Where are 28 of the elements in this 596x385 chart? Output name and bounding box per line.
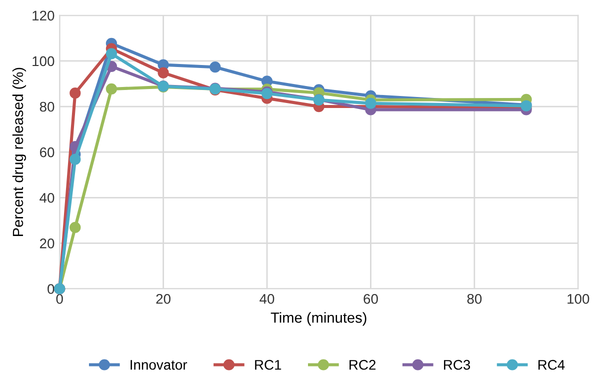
x-tick-label: 80: [467, 294, 482, 304]
y-tick-label: 120: [32, 10, 54, 21]
point: [106, 83, 118, 95]
y-tick-label: 60: [40, 147, 54, 158]
y-tick-label: 100: [32, 56, 54, 66]
legend-label: RC1: [255, 360, 282, 370]
x-tick-label: 40: [260, 294, 274, 304]
legend-label: RC3: [444, 360, 470, 370]
point: [70, 222, 81, 234]
legend-label: Innovator: [130, 360, 188, 370]
point: [70, 88, 81, 99]
x-tick-label: 20: [156, 294, 170, 304]
legend-label: RC2: [350, 360, 376, 370]
y-tick-label: 80: [40, 102, 54, 112]
x-tick-label: 100: [568, 294, 590, 304]
point: [70, 154, 81, 165]
point: [106, 48, 118, 60]
y-tick-label: 20: [40, 238, 54, 248]
x-tick-label: 60: [364, 294, 378, 304]
point: [210, 62, 221, 73]
point: [365, 98, 376, 109]
point: [158, 67, 169, 78]
legend-label: RC4: [538, 360, 565, 370]
y-tick-label: 40: [40, 192, 54, 203]
y-axis-title: Percent drug released (%): [12, 68, 26, 236]
y-tick-label: 0: [48, 284, 54, 294]
x-tick-label: 0: [56, 294, 63, 304]
x-axis-title: Time (minutes): [270, 312, 366, 326]
